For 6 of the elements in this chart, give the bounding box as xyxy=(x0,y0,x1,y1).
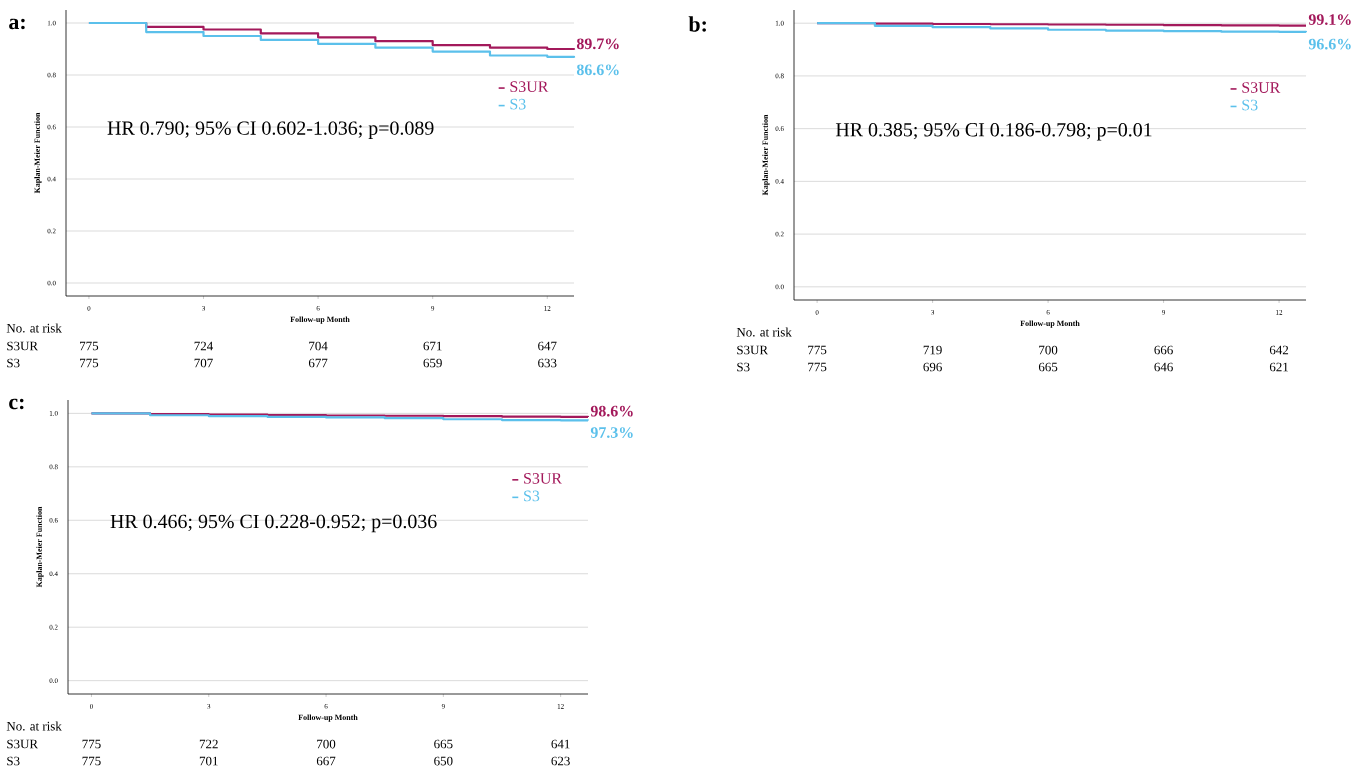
chart-title: b: xyxy=(688,16,706,32)
chart-title: c: xyxy=(9,398,24,410)
annotation: HR 0.385; 95% CI 0.186-0.798; p=0.01 xyxy=(835,123,1152,141)
annotation: HR 0.466; 95% CI 0.228-0.952; p=0.036 xyxy=(110,514,437,533)
chart-title: a: xyxy=(9,18,25,30)
annotation: HR 0.790; 95% CI 0.602-1.036; p=0.089 xyxy=(107,121,434,139)
